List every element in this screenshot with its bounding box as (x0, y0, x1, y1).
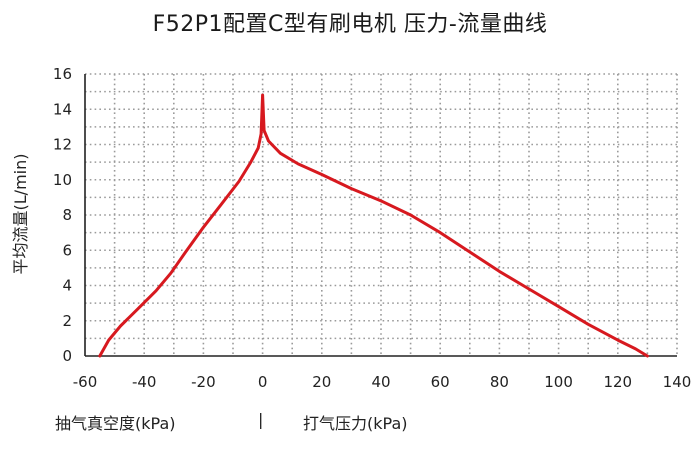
x-tick-label: 80 (490, 373, 509, 391)
x-tick-labels: -60 -40 -20 0 20 40 60 80 100 120 140 (73, 373, 692, 391)
y-tick-label: 0 (62, 347, 72, 365)
y-tick-label: 6 (62, 241, 72, 259)
x-axis-label-vacuum: 抽气真空度(kPa) (55, 414, 176, 433)
y-tick-label: 10 (53, 171, 72, 189)
y-axis-label: 平均流量(L/min) (11, 154, 30, 275)
y-tick-label: 16 (53, 65, 72, 83)
series (98, 93, 649, 358)
x-tick-label: 100 (544, 373, 573, 391)
x-tick-label: 40 (371, 373, 390, 391)
y-tick-label: 2 (62, 312, 72, 330)
y-tick-labels: 0 2 4 6 8 10 12 14 16 (53, 65, 72, 365)
x-tick-label: 20 (312, 373, 331, 391)
y-tick-label: 8 (62, 206, 72, 224)
chart-title: F52P1配置C型有刷电机 压力-流量曲线 (152, 12, 548, 37)
x-tick-label: 120 (603, 373, 632, 391)
flow-curve-line (98, 93, 649, 358)
x-tick-label: 140 (663, 373, 692, 391)
y-tick-label: 12 (53, 136, 72, 154)
x-tick-label: -40 (132, 373, 157, 391)
x-axis-label-separator: | (258, 410, 264, 429)
y-tick-label: 4 (62, 277, 72, 295)
x-tick-label: 0 (258, 373, 268, 391)
x-tick-label: -60 (73, 373, 98, 391)
axes (84, 74, 677, 357)
y-tick-label: 14 (53, 100, 72, 118)
grid (85, 73, 678, 356)
x-tick-label: 60 (431, 373, 450, 391)
x-tick-label: -20 (191, 373, 216, 391)
x-axis-label-pressure: 打气压力(kPa) (303, 414, 408, 433)
